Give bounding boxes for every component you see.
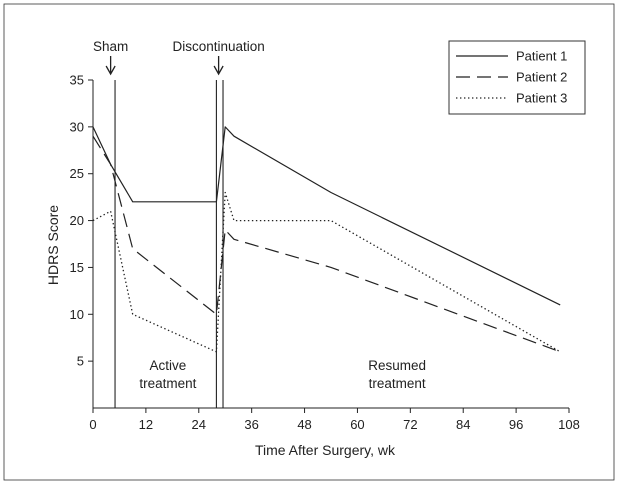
- x-tick-label: 60: [350, 417, 364, 432]
- legend: Patient 1 Patient 2 Patient 3: [448, 40, 586, 115]
- x-tick-label: 24: [192, 417, 206, 432]
- legend-label-patient-1: Patient 1: [516, 49, 567, 64]
- y-tick-label: 20: [70, 213, 84, 228]
- discontinuation-label: Discontinuation: [172, 39, 264, 54]
- series-lines: [92, 126, 561, 353]
- sham-arrow-icon: [105, 56, 116, 76]
- phase-lines: [114, 80, 224, 408]
- annotations: Sham Discontinuation Active treatment Re…: [93, 39, 426, 391]
- sham-label: Sham: [93, 39, 128, 54]
- figure-border: [3, 3, 615, 481]
- x-tick-label: 72: [403, 417, 417, 432]
- series-line-patient-3: [92, 191, 561, 353]
- x-tick-label: 36: [244, 417, 258, 432]
- y-tick-label: 30: [70, 119, 84, 134]
- series-line-patient-1: [92, 126, 561, 306]
- active-treatment-label-line1: Active: [150, 358, 187, 373]
- x-tick-label: 108: [558, 417, 580, 432]
- legend-label-patient-3: Patient 3: [516, 91, 567, 106]
- discontinuation-arrow-icon: [213, 56, 224, 76]
- y-tick-label: 25: [70, 166, 84, 181]
- x-tick-label: 0: [89, 417, 96, 432]
- series-line-patient-2: [92, 135, 561, 353]
- y-tick-label: 15: [70, 260, 84, 275]
- x-axis-title: Time After Surgery, wk: [255, 442, 396, 458]
- resumed-treatment-label-line2: treatment: [369, 376, 426, 391]
- axes: 5 10 15 20 25 30 35 0 12 24 36 48 60 72 84 96 108: [70, 73, 580, 433]
- y-axis-title: HDRS Score: [45, 205, 61, 285]
- active-treatment-label-line2: treatment: [139, 376, 196, 391]
- legend-label-patient-2: Patient 2: [516, 70, 567, 85]
- y-tick-label: 35: [70, 73, 84, 88]
- y-tick-label: 5: [77, 354, 84, 369]
- x-tick-label: 84: [456, 417, 470, 432]
- legend-box: [448, 40, 586, 115]
- x-tick-label: 48: [297, 417, 311, 432]
- x-tick-label: 96: [509, 417, 523, 432]
- x-tick-label: 12: [139, 417, 153, 432]
- resumed-treatment-label-line1: Resumed: [368, 358, 426, 373]
- y-tick-label: 10: [70, 307, 84, 322]
